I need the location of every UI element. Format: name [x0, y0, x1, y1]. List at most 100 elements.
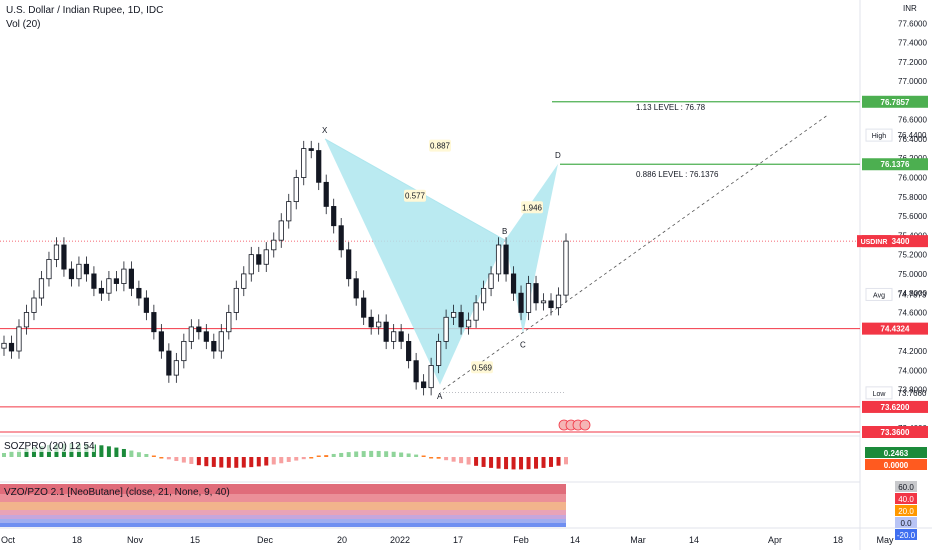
time-tick: 17: [453, 535, 463, 545]
soz-bar: [129, 450, 134, 457]
ratio-box: [429, 139, 451, 152]
candle-body: [480, 287, 487, 304]
soz-bar: [339, 452, 344, 457]
price-tick: 74.0000: [898, 366, 927, 375]
candle-body: [533, 283, 539, 304]
tag-red-bg: [862, 400, 928, 413]
candle-body: [383, 321, 389, 342]
soz-lower-value: 0.0000: [884, 461, 909, 470]
soz-bar: [256, 457, 261, 467]
tag-low-value: 73.7660: [898, 389, 927, 398]
candle-body: [301, 148, 307, 178]
pattern-point-a: A: [437, 392, 443, 401]
price-tick: 75.2000: [898, 251, 927, 260]
candle-body: [436, 340, 442, 366]
soz-bar: [294, 457, 299, 461]
candle-body: [38, 278, 45, 299]
vzo-tick: 40.0: [898, 495, 914, 504]
vzo-band: [0, 519, 566, 523]
time-tick: Apr: [768, 535, 782, 545]
tag-avg-label-bg: [865, 287, 893, 301]
soz-bar: [466, 457, 471, 465]
pattern-point-x: X: [322, 126, 328, 135]
soz-bar: [549, 457, 554, 467]
soz-bar: [564, 457, 568, 465]
candle-body: [450, 312, 457, 318]
ratio-box: [521, 201, 543, 214]
candle-body: [263, 249, 269, 265]
candle-body: [203, 331, 209, 342]
candle-body: [465, 319, 472, 328]
time-tick: Feb: [513, 535, 529, 545]
soz-bar: [436, 457, 441, 459]
time-tick: 14: [689, 535, 699, 545]
candle-body: [83, 263, 90, 275]
volume-label: Vol (20): [6, 19, 41, 30]
candle-body: [368, 316, 374, 328]
level-label-113: 1.13 LEVEL : 76.78: [636, 103, 706, 112]
time-tick: Oct: [1, 535, 16, 545]
soz-bar: [189, 457, 194, 464]
vzo-band: [0, 510, 566, 515]
time-tick: 15: [190, 535, 200, 545]
time-tick: 20: [337, 535, 347, 545]
candle-body: [98, 287, 105, 294]
soz-lower-bg: [865, 459, 927, 470]
soz-bar: [121, 448, 126, 457]
candle-body: [166, 350, 172, 376]
ratio-box: [404, 189, 426, 202]
soz-bar: [24, 448, 29, 457]
level-label-0886: 0.886 LEVEL : 76.1376: [636, 170, 719, 179]
soz-bar: [399, 452, 404, 457]
soz-bar: [429, 457, 434, 459]
candle-body: [91, 273, 97, 289]
candle-body: [143, 297, 149, 313]
tag-avg-value: 74.7873: [898, 290, 927, 299]
soz-bar: [16, 449, 21, 457]
candle-body: [361, 297, 367, 318]
candle-body: [121, 268, 127, 284]
soz-bar: [361, 451, 366, 457]
soz-bar: [211, 457, 216, 467]
time-tick: 2022: [390, 535, 410, 545]
soz-bar: [526, 457, 531, 470]
vzo-indicator-label: VZO/PZO 2.1 [NeoButane] (close, 21, None…: [4, 487, 230, 498]
price-tick: 76.6000: [898, 116, 927, 125]
pattern-point-b: B: [502, 227, 507, 236]
vzo-band: [0, 484, 566, 494]
candle-body: [278, 220, 284, 241]
vzo-band: [0, 502, 566, 510]
soz-bar: [421, 455, 426, 457]
time-tick: May: [876, 535, 894, 545]
candle-body: [23, 312, 30, 328]
vzo-band: [0, 494, 566, 502]
tag-red: 73.6200: [881, 403, 910, 412]
tag-low-label-bg: [865, 386, 893, 400]
soz-bar: [384, 451, 389, 457]
time-tick: Mar: [630, 535, 646, 545]
tag-level-0886: 76.1376: [881, 160, 910, 169]
price-tick: 77.2000: [898, 58, 927, 67]
candle-body: [413, 360, 419, 383]
pattern-ratio: 0.577: [405, 192, 426, 201]
soz-bar: [376, 450, 381, 457]
candle-body: [173, 360, 179, 376]
currency-unit: INR: [903, 4, 917, 13]
tag-support: 74.4324: [881, 325, 910, 334]
soz-bar: [474, 457, 479, 466]
candle-body: [128, 268, 134, 289]
candle-body: [555, 294, 562, 309]
time-tick: 18: [833, 535, 843, 545]
candle-body: [31, 297, 37, 313]
vzo-band: [0, 515, 566, 519]
candle-body: [293, 177, 299, 203]
soz-bar: [174, 457, 179, 462]
vzo-tick-bg: [895, 505, 917, 516]
vzo-tick: -20.0: [897, 531, 916, 540]
soz-bar: [2, 453, 6, 457]
candle-body: [211, 340, 217, 352]
soz-bar: [204, 457, 209, 467]
candle-body: [473, 302, 479, 321]
candle-body: [53, 244, 60, 260]
